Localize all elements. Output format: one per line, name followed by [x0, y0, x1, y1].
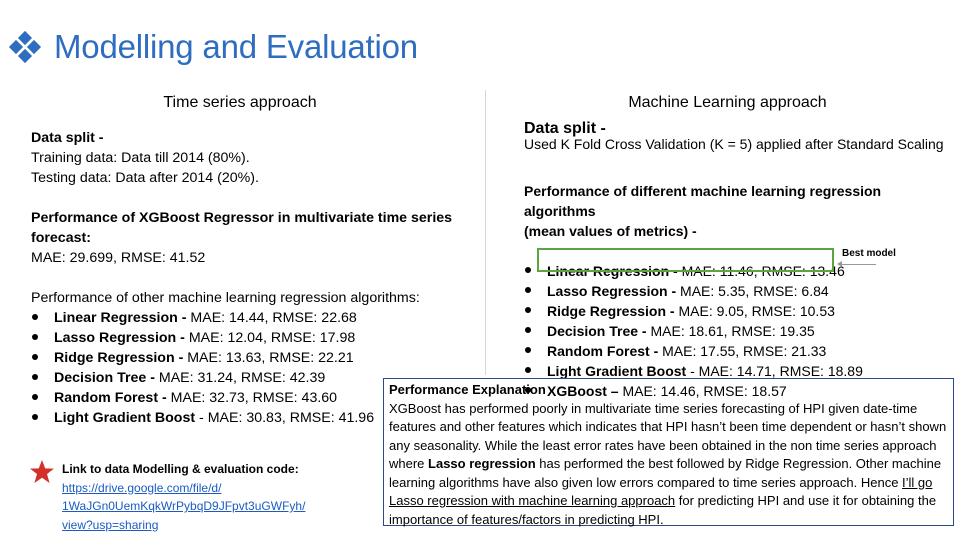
list-item: Random Forest - MAE: 17.55, RMSE: 21.33 [524, 341, 954, 361]
algorithm-metrics: - MAE: 30.83, RMSE: 41.96 [195, 410, 375, 426]
list-item: Lasso Regression - MAE: 5.35, RMSE: 6.84 [524, 281, 954, 301]
column-divider [485, 90, 486, 375]
explanation-text: for predicting HPI and use it for obtain… [389, 493, 937, 527]
explanation-title: Performance Explanation [389, 382, 546, 397]
left-algorithm-list: Linear Regression - MAE: 14.44, RMSE: 22… [31, 308, 471, 428]
other-algorithms-title: Performance of other machine learning re… [31, 290, 420, 306]
list-item: Decision Tree - MAE: 18.61, RMSE: 19.35 [524, 321, 954, 341]
algorithm-name: Lasso Regression - [547, 283, 677, 299]
bullet-icon [32, 414, 38, 420]
performance-explanation-box: Performance Explanation - XGBoost has pe… [383, 378, 954, 527]
bullet-icon [525, 387, 531, 393]
bullet-icon [525, 367, 531, 373]
algorithm-name: Linear Regression - [54, 310, 187, 326]
explanation-title-line: Performance Explanation - [389, 381, 948, 400]
algorithm-metrics: MAE: 17.55, RMSE: 21.33 [658, 343, 827, 359]
right-data-split-label: Data split - [524, 120, 606, 137]
star-icon [30, 460, 54, 483]
bullet-icon [32, 314, 38, 320]
algorithm-metrics: MAE: 18.61, RMSE: 19.35 [646, 323, 815, 339]
bullet-icon [32, 394, 38, 400]
testing-data-text: Testing data: Data after 2014 (20%). [31, 170, 259, 186]
algorithm-name: Random Forest - [547, 343, 659, 359]
url-line: https://drive.google.com/file/d/ [62, 480, 222, 495]
algorithm-metrics: MAE: 14.46, RMSE: 18.57 [618, 383, 787, 399]
algorithm-metrics: MAE: 13.63, RMSE: 22.21 [183, 350, 354, 366]
algorithm-name: Decision Tree - [54, 370, 155, 386]
algorithm-metrics: MAE: 5.35, RMSE: 6.84 [676, 283, 829, 299]
algorithm-metrics: MAE: 12.04, RMSE: 17.98 [184, 330, 356, 346]
list-item: XGBoost – MAE: 14.46, RMSE: 18.57 [524, 381, 954, 401]
machine-learning-section: Data split - Used K Fold Cross Validatio… [524, 120, 954, 401]
xgb-title-line-1: Performance of XGBoost Regressor in mult… [31, 210, 453, 226]
time-series-section: Data split - Training data: Data till 20… [31, 128, 471, 428]
bullet-icon [32, 354, 38, 360]
url-line: 1WaJGn0UemKqkWrPybqD9JFpvt3uGWFyh/ [62, 499, 306, 513]
xgb-metrics: MAE: 29.699, RMSE: 41.52 [31, 250, 206, 266]
bullet-icon [525, 287, 531, 293]
algorithm-metrics: MAE: 31.24, RMSE: 42.39 [154, 370, 326, 386]
list-item: Decision Tree - MAE: 31.24, RMSE: 42.39 [31, 368, 471, 388]
list-item: Lasso Regression - MAE: 12.04, RMSE: 17.… [31, 328, 471, 348]
slide-title: Modelling and Evaluation [54, 28, 418, 65]
machine-learning-heading: Machine Learning approach [628, 94, 827, 111]
explanation-body: XGBoost has performed poorly in multivar… [389, 400, 948, 530]
ml-performance-title: Performance of different machine learnin… [524, 181, 954, 241]
explanation-text: XGBoost has performed poorly in multivar… [389, 400, 947, 472]
bullet-icon [525, 267, 531, 273]
explanation-text: has performed the best followed by Ridge… [389, 456, 942, 490]
algorithm-name: Ridge Regression - [54, 350, 184, 366]
algorithm-name: Light Gradient Boost [54, 410, 196, 426]
xgb-performance-title: Performance of XGBoost Regressor in mult… [31, 208, 471, 248]
arrow-left-icon [837, 261, 842, 267]
explanation-title-suffix: - [545, 382, 554, 397]
algorithm-name: Ridge Regression - [547, 303, 675, 319]
bullet-icon [32, 374, 38, 380]
algorithm-metrics: MAE: 9.05, RMSE: 10.53 [674, 303, 835, 319]
bullet-icon [525, 347, 531, 353]
algorithm-name: Lasso Regression - [54, 330, 185, 346]
explanation-bold: Lasso regression [428, 456, 536, 471]
url-line: view?usp=sharing [62, 517, 159, 532]
algorithm-name: Light Gradient Boost [547, 363, 687, 379]
bullet-icon [525, 307, 531, 313]
best-model-highlight [537, 248, 834, 272]
ml-title-line-2: (mean values of metrics) - [524, 223, 697, 239]
training-data-text: Training data: Data till 2014 (80%). [31, 150, 250, 166]
xgb-title-line-2: forecast: [31, 230, 91, 246]
algorithm-name: Decision Tree - [547, 323, 647, 339]
code-link-section: Link to data Modelling & evaluation code… [62, 460, 372, 534]
list-item: Linear Regression - MAE: 14.44, RMSE: 22… [31, 308, 471, 328]
code-link-url[interactable]: https://drive.google.com/file/d/ 1WaJGn0… [62, 479, 372, 535]
best-model-arrow [840, 264, 876, 265]
algorithm-metrics: MAE: 32.73, RMSE: 43.60 [166, 390, 338, 406]
list-item: Ridge Regression - MAE: 13.63, RMSE: 22.… [31, 348, 471, 368]
cross-validation-text: Used K Fold Cross Validation (K = 5) app… [524, 136, 944, 152]
right-algorithm-list: Linear Regression - MAE: 11.46, RMSE: 13… [524, 261, 954, 401]
algorithm-metrics: - MAE: 14.71, RMSE: 18.89 [686, 363, 863, 379]
best-model-label: Best model [842, 248, 896, 259]
diamond-bullet-icon [8, 30, 42, 64]
left-data-split-label: Data split - [31, 130, 104, 146]
list-item: Ridge Regression - MAE: 9.05, RMSE: 10.5… [524, 301, 954, 321]
time-series-heading: Time series approach [163, 94, 317, 111]
algorithm-name: XGBoost – [547, 383, 619, 399]
explanation-underlined: I’ll go Lasso regression with machine le… [389, 474, 933, 509]
algorithm-name: Random Forest - [54, 390, 167, 406]
algorithm-metrics: MAE: 14.44, RMSE: 22.68 [186, 310, 357, 326]
slide-title-row: Modelling and Evaluation [8, 28, 418, 66]
list-item: Light Gradient Boost - MAE: 30.83, RMSE:… [31, 408, 471, 428]
list-item: Random Forest - MAE: 32.73, RMSE: 43.60 [31, 388, 471, 408]
bullet-icon [32, 334, 38, 340]
code-link-title: Link to data Modelling & evaluation code… [62, 462, 299, 476]
ml-title-line-1: Performance of different machine learnin… [524, 183, 882, 219]
bullet-icon [525, 327, 531, 333]
list-item: Light Gradient Boost - MAE: 14.71, RMSE:… [524, 361, 954, 381]
